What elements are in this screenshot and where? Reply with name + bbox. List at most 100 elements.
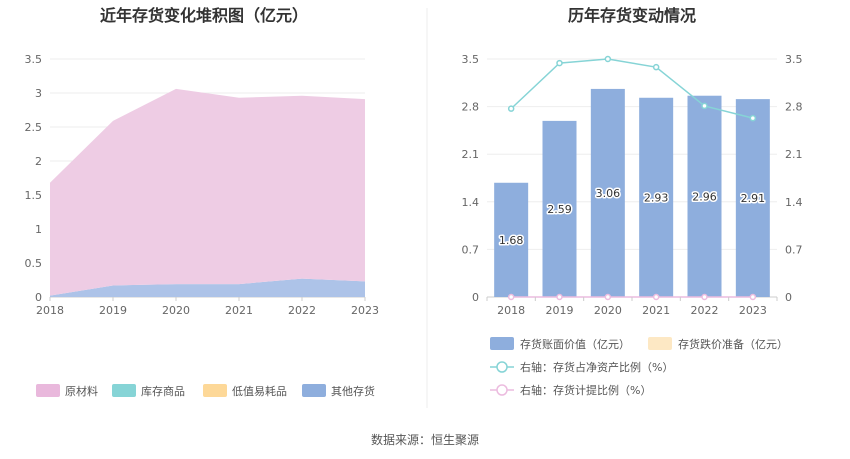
legend-label: 其他存货 [331,384,375,398]
left-x-tick-label: 2021 [225,304,253,317]
left-areas [50,88,365,297]
inventory-bar[interactable] [590,88,625,297]
line-point[interactable] [507,105,515,112]
left-chart-title: 近年存货变化堆积图（亿元） [100,6,308,25]
line-point[interactable] [701,293,708,301]
left-legend[interactable]: 原材料 库存商品 低值易耗品 其他存货 [36,384,375,398]
right-y-tick-label: 0 [472,291,479,304]
left-y-tick-label: 3.5 [25,53,43,66]
legend-swatch [36,384,60,397]
line-point[interactable] [652,63,660,71]
right-y-tick-label: 0.7 [462,243,480,256]
right-y-tick-label: 1.4 [462,196,480,209]
bar-value-label: 2.96 [692,190,717,203]
area-series-原材料 [50,88,365,296]
left-y-tick-label: 3 [35,87,42,100]
right-bar-labels: 1.68 2.59 3.06 2.93 2.96 2.91 [497,185,766,248]
legend-swatch-marker [496,384,508,396]
area-series-其他存货 [50,278,365,297]
left-x-tick-label: 2023 [351,304,379,317]
left-x-tick-label: 2020 [162,304,190,317]
right-y2-tick-label: 1.4 [785,196,803,209]
right-legend-item[interactable]: 存货跌价准备（亿元） [648,337,788,351]
stacked-area-chart: 近年存货变化堆积图（亿元） 00.511.522.533.5 2018 2019 2… [25,6,380,398]
left-legend-item[interactable]: 库存商品 [112,384,185,398]
right-x-tick-label: 2023 [739,304,767,317]
right-y-tick-label: 2.1 [462,148,480,161]
line-point[interactable] [604,55,612,63]
left-y-tick-label: 2 [35,155,42,168]
right-x-axis: 2018 2019 2020 2021 2022 2023 [486,297,778,317]
line-point[interactable] [749,293,757,301]
inventory-bar[interactable] [542,120,577,297]
bar-value-label: 2.59 [547,203,572,216]
line-point[interactable] [556,59,563,67]
left-x-axis: 2018 2019 2020 2021 2022 2023 [36,297,379,317]
right-x-tick-label: 2019 [546,304,574,317]
right-legend-item[interactable]: 右轴：存货占净资产比例（%） [490,360,673,374]
line-point[interactable] [701,102,708,110]
right-y2-tick-label: 2.8 [785,101,803,114]
right-x-tick-label: 2021 [642,304,670,317]
left-x-tick-label: 2022 [288,304,316,317]
left-legend-item[interactable]: 其他存货 [302,384,375,398]
left-x-tick-label: 2019 [99,304,127,317]
bar-value-label: 2.91 [741,192,766,205]
inventory-bar[interactable] [494,182,529,297]
bar-value-label: 2.93 [644,191,669,204]
legend-swatch [112,384,136,397]
left-y-tick-label: 1 [35,223,42,236]
legend-swatch [302,384,326,397]
bar-value-label: 3.06 [596,187,621,200]
left-x-tick-label: 2018 [36,304,64,317]
right-legend[interactable]: 存货账面价值（亿元） 存货跌价准备（亿元） 右轴：存货占净资产比例（%） 右轴：存货计… [490,337,788,397]
legend-swatch [490,337,514,350]
legend-label: 存货账面价值（亿元） [520,337,630,351]
right-x-tick-label: 2018 [497,304,525,317]
line-point[interactable] [604,293,612,301]
right-x-tick-label: 2022 [691,304,719,317]
line-point[interactable] [556,293,563,301]
right-y2-tick-label: 0 [785,291,792,304]
bar-value-label: 1.68 [499,234,524,247]
left-y-tick-label: 2.5 [25,121,43,134]
right-left-y-axis: 0 0.7 1.4 2.1 2.8 3.5 [462,53,480,304]
right-y2-tick-label: 2.1 [785,148,803,161]
right-legend-item[interactable]: 存货账面价值（亿元） [490,337,630,351]
legend-swatch-marker [496,361,508,373]
left-y-tick-label: 1.5 [25,189,43,202]
inventory-bar[interactable] [639,97,674,297]
line-point[interactable] [507,293,515,301]
right-chart-title: 历年存货变动情况 [568,6,696,25]
data-source: 数据来源：恒生聚源 [371,432,479,447]
right-bars [494,88,770,298]
line-series-右轴：存货占净资产比例（%） [510,58,754,119]
right-right-y-axis: 0 0.7 1.4 2.1 2.8 3.5 [785,53,803,304]
left-legend-item[interactable]: 低值易耗品 [203,384,287,398]
line-point[interactable] [749,114,757,122]
inventory-bar[interactable] [687,95,722,297]
legend-label: 低值易耗品 [232,385,287,398]
legend-swatch [203,384,227,397]
right-legend-item[interactable]: 右轴：存货计提比例（%） [490,383,651,397]
legend-label: 原材料 [65,384,98,398]
right-grid [487,58,777,298]
line-point[interactable] [652,293,660,301]
right-y2-tick-label: 3.5 [785,53,803,66]
left-y-tick-label: 0 [35,291,42,304]
legend-label: 右轴：存货占净资产比例（%） [520,360,673,374]
legend-swatch [648,337,672,350]
left-legend-item[interactable]: 原材料 [36,384,98,398]
right-x-tick-label: 2020 [594,304,622,317]
legend-label: 库存商品 [141,384,185,398]
legend-label: 右轴：存货计提比例（%） [520,383,651,397]
right-y2-tick-label: 0.7 [785,243,803,256]
legend-label: 存货跌价准备（亿元） [678,337,788,351]
left-y-tick-label: 0.5 [25,257,43,270]
inventory-bar[interactable] [735,99,770,298]
right-y-tick-label: 3.5 [462,53,480,66]
bar-line-chart: 历年存货变动情况 1.68 2.59 3.06 2.93 2.96 2.91 0 0.7 1.… [462,6,803,397]
right-y-tick-label: 2.8 [462,101,480,114]
left-y-axis: 0 0.5 1 1.5 2 2.5 3 3.5 [25,53,43,304]
